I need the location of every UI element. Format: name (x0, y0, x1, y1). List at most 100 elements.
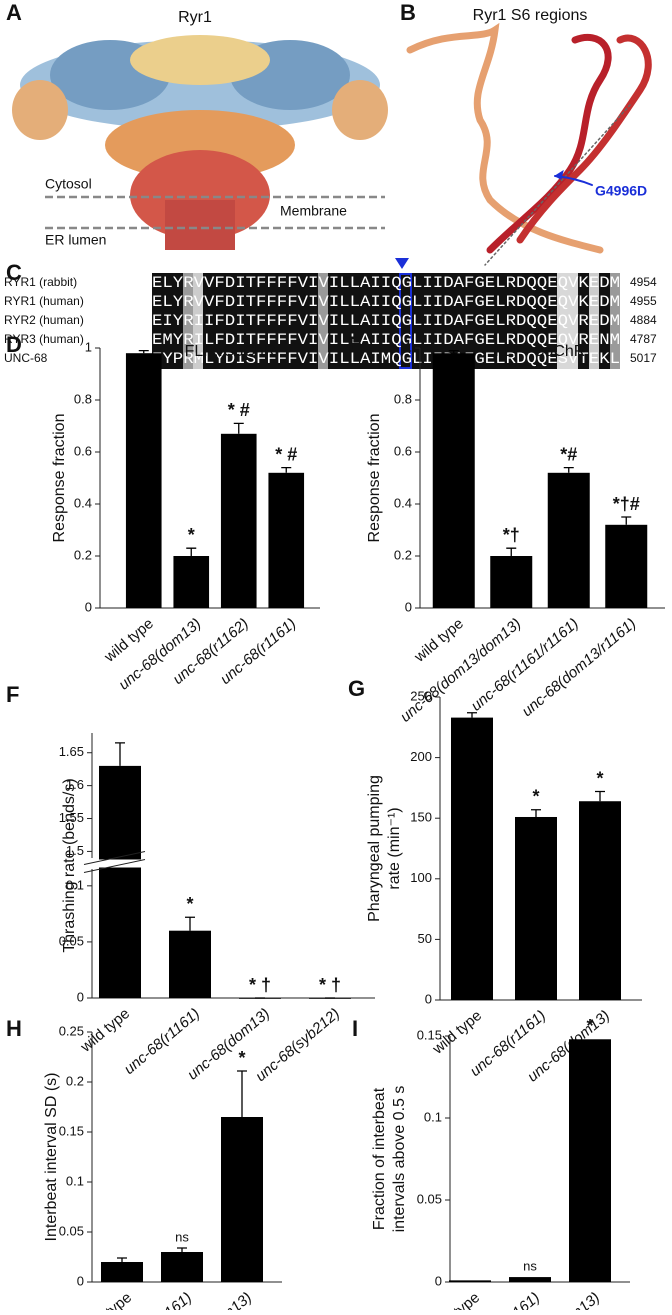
y-tick-label: 0 (425, 991, 432, 1006)
bar (449, 1280, 491, 1282)
bar (161, 1252, 203, 1282)
error-bar (138, 349, 149, 354)
y-tick-label: 0.05 (59, 933, 84, 948)
y-axis-label: rate (min⁻¹) (386, 807, 403, 889)
y-tick-label: 0.6 (74, 443, 92, 458)
y-axis-label: Thrashing rate (bends/s) (61, 778, 78, 952)
y-tick-label: 1.65 (59, 744, 84, 759)
row-name: RYR1 (human) (4, 294, 84, 308)
panel-title: Ryr1 (178, 9, 212, 26)
error-bar (531, 809, 541, 817)
alignment-bg (152, 273, 620, 369)
bar (451, 717, 493, 1000)
bar (99, 765, 141, 998)
bar (605, 524, 648, 608)
annotation: * # (228, 400, 250, 420)
y-tick-label: 0.05 (417, 1191, 442, 1206)
error-bar (177, 1247, 187, 1252)
structure-a (12, 35, 388, 250)
y-tick-label: 1 (405, 339, 412, 354)
region-label: ER lumen (45, 232, 106, 248)
y-tick-label: 0.2 (74, 547, 92, 562)
bar (490, 556, 533, 608)
region-label: Membrane (280, 203, 347, 219)
alignment-shading (183, 273, 620, 369)
panel-letter: C (6, 260, 22, 285)
error-bar (185, 916, 195, 931)
annotation: * (586, 1016, 593, 1036)
bar (432, 353, 475, 608)
y-axis-label: Interbeat interval SD (s) (43, 1073, 60, 1242)
bar (173, 556, 210, 608)
y-tick-label: 0 (405, 599, 412, 614)
axis-break (83, 851, 146, 873)
annotation: ns (523, 1259, 537, 1274)
y-axis-label: Fraction of interbeat (371, 1087, 388, 1230)
bar (569, 1039, 611, 1282)
mutation-label: G4996D (595, 183, 647, 199)
y-axis-label: Pharyngeal pumping (366, 775, 383, 922)
y-tick-label: 0.4 (394, 495, 412, 510)
alignment: RYR1 (rabbit) ELYRVVFDITFFFFVIVILLAIIQGLI… (4, 274, 657, 368)
row-end: 5017 (630, 351, 657, 365)
error-bar (117, 1257, 127, 1262)
row-name: RYR1 (rabbit) (4, 275, 77, 289)
annotation: * † (249, 975, 271, 995)
error-bar (448, 349, 459, 354)
bar (579, 801, 621, 1000)
annotation: * † (319, 975, 341, 995)
region-label: Cytosol (45, 176, 92, 192)
panel-letter: I (352, 1016, 358, 1041)
annotation: * (532, 786, 539, 806)
y-tick-label: 0.25 (59, 1023, 84, 1038)
y-tick-label: 0.15 (417, 1027, 442, 1042)
annotation: *† (503, 525, 520, 545)
error-bar (467, 712, 477, 718)
error-bar (237, 1070, 247, 1117)
error-bar (563, 466, 574, 473)
annotation: * (596, 768, 603, 788)
y-tick-label: 0.15 (59, 1123, 84, 1138)
x-tick-label: unc-68(dom13) (116, 615, 205, 693)
panel-letter: D (6, 332, 22, 357)
x-tick-label: unc-68(dom13/r1161) (519, 615, 640, 720)
bar (547, 472, 590, 608)
annotation: * (186, 894, 193, 914)
bar (509, 1277, 551, 1282)
panel-letter: E (348, 332, 363, 357)
x-tick-label: wild type (79, 1289, 135, 1310)
panel-title: Ryr1 S6 regions (473, 7, 588, 24)
sequence: EIYRIIFDITFFFFVIVILLAIIQGLIIDAFGELRDQQEQ… (152, 312, 620, 330)
row-name: RYR3 (human) (4, 332, 84, 346)
panel-letter: B (400, 0, 416, 25)
y-tick-label: 1.5 (66, 843, 84, 858)
y-tick-label: 1 (85, 339, 92, 354)
row-name: UNC-68 (4, 351, 48, 365)
error-bar (281, 466, 292, 473)
bar (101, 1262, 143, 1282)
bar (268, 472, 305, 608)
y-tick-label: 0 (85, 599, 92, 614)
row-end: 4884 (630, 313, 657, 327)
bar (515, 816, 557, 1000)
panel-letter: F (6, 682, 19, 707)
error-bar (233, 422, 244, 434)
error-bar (621, 516, 632, 525)
y-axis-label: intervals above 0.5 s (391, 1086, 408, 1233)
structure-b (406, 22, 652, 266)
sequence: EMYRILFDITFFFFVIVILLAIIQGLIIDAFGELRDQQEQ… (152, 331, 620, 349)
bar (125, 353, 162, 608)
error-bar (506, 547, 517, 556)
panel-letter: A (6, 0, 22, 25)
error-bar (186, 547, 197, 556)
annotation: * (238, 1048, 245, 1068)
axis-break (84, 859, 145, 868)
row-end: 4955 (630, 294, 657, 308)
y-tick-label: 0.2 (66, 1073, 84, 1088)
arrowhead (395, 258, 409, 269)
y-tick-label: 250 (410, 688, 432, 703)
annotation: * # (275, 444, 297, 464)
y-tick-label: 50 (418, 931, 432, 946)
